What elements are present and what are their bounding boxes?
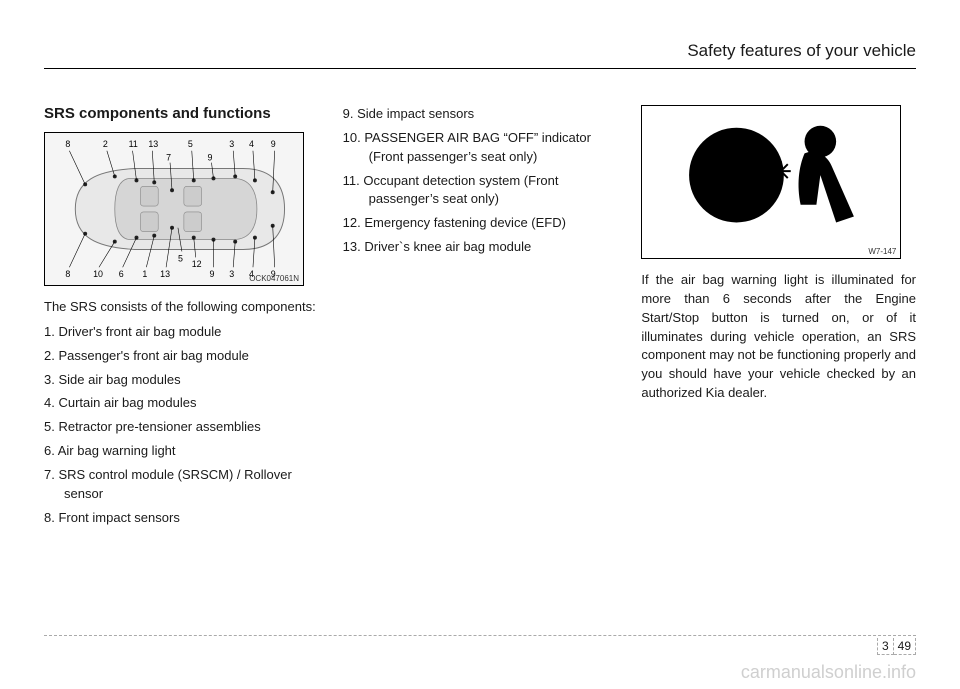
list-item: 11. Occupant detection system (Front pas… [343,172,618,210]
list-item: 3. Side air bag modules [44,371,319,390]
section-header: Safety features of your vehicle [687,41,916,61]
diag-num: 7 [166,153,171,163]
column-1: SRS components and functions [44,105,319,532]
page-chapter: 3 [877,638,894,655]
diag-num: 11 [129,139,138,149]
srs-intro: The SRS consists of the following compon… [44,298,319,317]
diag-num: 8 [65,139,70,149]
list-item: 10. PASSENGER AIR BAG “OFF” indicator (F… [343,129,618,167]
diag-num: 3 [229,139,234,149]
diag-num: 5 [178,253,183,263]
list-item: 7. SRS control module (SRSCM) / Rollover… [44,466,319,504]
page-footer: 3 49 [44,635,916,655]
airbag-warning-para: If the air bag warning light is illumina… [641,271,916,403]
diagram-code: OCK047061N [249,274,299,283]
list-item: 8. Front impact sensors [44,509,319,528]
content-columns: SRS components and functions [44,105,916,532]
list-item: 4. Curtain air bag modules [44,394,319,413]
list-item: 2. Passenger's front air bag module [44,347,319,366]
airbag-warning-icon: W7-147 [641,105,901,259]
diag-num: 13 [148,139,158,149]
diag-num: 5 [188,139,193,149]
car-top-diagram: 8 2 11 13 7 5 9 3 4 9 8 10 6 1 13 5 12 9… [44,132,304,286]
diag-num: 13 [160,269,170,279]
diag-num: 2 [103,139,108,149]
diag-num: 9 [210,269,215,279]
diag-num: 6 [119,269,124,279]
diag-num: 10 [93,269,103,279]
diag-num: 9 [271,139,276,149]
diagram-code: W7-147 [868,247,896,256]
list-item: 6. Air bag warning light [44,442,319,461]
diag-num: 8 [65,269,70,279]
list-item: 1. Driver's front air bag module [44,323,319,342]
page-number: 3 49 [877,638,916,655]
car-diagram-svg: 8 2 11 13 7 5 9 3 4 9 8 10 6 1 13 5 12 9… [45,133,303,285]
diag-num: 9 [208,153,213,163]
watermark: carmanualsonline.info [741,662,916,683]
page-num: 49 [894,638,916,655]
list-item: 12. Emergency fastening device (EFD) [343,214,618,233]
column-3: W7-147 If the air bag warning light is i… [641,105,916,532]
diag-num: 4 [249,139,254,149]
diag-num: 12 [192,259,202,269]
list-item: 9. Side impact sensors [343,105,618,124]
diag-num: 3 [229,269,234,279]
list-item: 5. Retractor pre-tensioner assemblies [44,418,319,437]
column-2: 9. Side impact sensors 10. PASSENGER AIR… [343,105,618,532]
list-item: 13. Driver`s knee air bag module [343,238,618,257]
diag-num: 1 [142,269,147,279]
srs-heading: SRS components and functions [44,105,319,122]
